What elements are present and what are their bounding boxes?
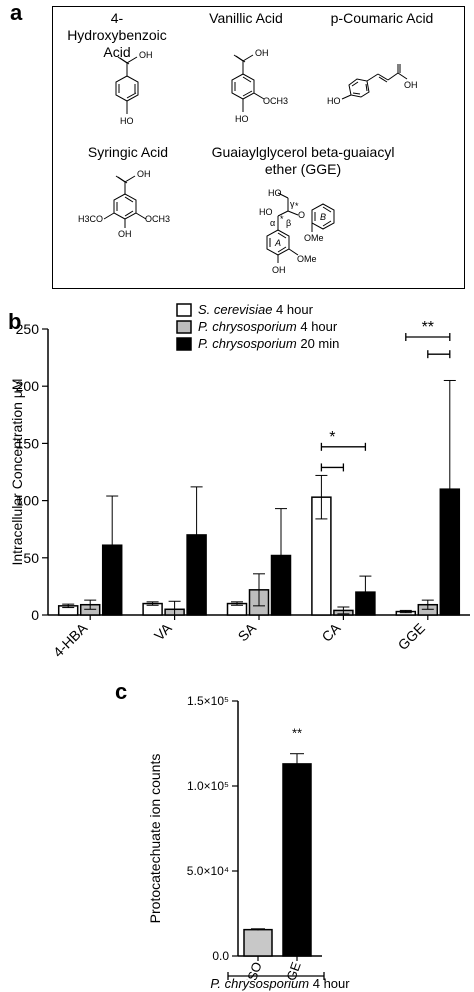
gge-ho-top: HO	[268, 188, 282, 198]
y-tick-label: 200	[16, 378, 40, 394]
ca-oh-right: OH	[404, 80, 418, 90]
ca-structure: OH HO	[327, 64, 418, 106]
legend-species: P. chrysosporium	[198, 336, 297, 351]
sa-oh-bottom: OH	[118, 229, 132, 239]
y-tick-label: 5.0×10⁴	[187, 864, 229, 878]
legend-timepoint: 4 hour	[272, 302, 313, 317]
panel-c-letter: c	[115, 679, 128, 704]
sa-ome-right: OCH3	[145, 214, 170, 224]
va-name: Vanillic Acid	[209, 10, 283, 26]
y-tick-label: 100	[16, 493, 40, 509]
gge-gamma: γ	[290, 199, 295, 209]
y-tick-label: 1.0×10⁵	[187, 779, 229, 793]
legend-label: P. chrysosporium 4 hour	[198, 319, 338, 334]
x-tick-label: VA	[151, 619, 175, 643]
y-tick-label: 1.5×10⁵	[187, 694, 229, 708]
group-label-species: P. chrysosporium	[210, 976, 310, 991]
significance-star: **	[292, 726, 302, 741]
legend-swatch	[176, 320, 192, 334]
legend-timepoint: 20 min	[297, 336, 340, 351]
gge-o-ether: O	[298, 210, 305, 220]
ca-name: p-Coumaric Acid	[330, 10, 434, 26]
gge-star-2: *	[280, 214, 284, 224]
y-tick-label: 50	[23, 550, 39, 566]
sa-name: Syringic Acid	[87, 144, 169, 160]
hba-oh-bottom: HO	[120, 116, 134, 126]
hba-structure: OH HO	[115, 50, 153, 126]
x-tick-label: GGE	[395, 620, 428, 653]
legend-label: P. chrysosporium 20 min	[198, 336, 339, 351]
y-tick-label: 0	[31, 607, 39, 623]
y-tick-label: 0.0	[212, 949, 229, 963]
hba-oh-top: OH	[139, 50, 153, 60]
gge-ring-b: B	[320, 212, 326, 222]
panel-a-letter: a	[10, 0, 23, 25]
hba-name: 4-Hydroxybenzoic Acid	[67, 10, 167, 60]
va-ome: OCH3	[263, 96, 288, 106]
x-tick-label: SA	[235, 619, 260, 644]
y-tick-label: 150	[16, 435, 40, 451]
x-tick-label: CA	[318, 619, 344, 645]
va-oh-top: OH	[255, 48, 269, 58]
va-oh-bottom: HO	[235, 114, 249, 124]
concentration-bar-chart: 0 50 100 150 200 250 Intracellular Concentrati…	[9, 302, 470, 660]
legend-label: S. cerevisiae 4 hour	[198, 302, 314, 317]
protocatechuate-bar-chart: 0.0 5.0×10⁴ 1.0×10⁵ 1.5×10⁵ Protocatechuate …	[147, 694, 325, 980]
bar	[243, 928, 273, 957]
y-tick-label: 250	[16, 321, 40, 337]
chemical-structures: OH HO OH OCH3 HO OH HO OH	[78, 48, 418, 275]
legend-swatch	[176, 337, 192, 351]
gge-beta: β	[286, 218, 291, 228]
gge-ho-left: HO	[259, 207, 273, 217]
group-label-timepoint: 4 hour	[309, 976, 350, 991]
significance-star: **	[422, 319, 434, 336]
gge-oh-bottom: OH	[272, 265, 286, 275]
gge-ome-b: OMe	[304, 233, 324, 243]
significance-star: *	[329, 429, 335, 446]
sa-oh-top: OH	[137, 169, 151, 179]
y-axis-label: Intracellular Concentration μM	[9, 378, 25, 565]
gge-ring-a: A	[274, 238, 281, 248]
legend-timepoint: 4 hour	[297, 319, 338, 334]
legend-swatch	[176, 303, 192, 317]
gge-structure: HO γ * O HO α * β A B OMe OMe OH	[259, 188, 335, 275]
bar	[282, 763, 312, 957]
sa-ome-left: H3CO	[78, 214, 103, 224]
legend-species: P. chrysosporium	[198, 319, 297, 334]
ca-oh-left: HO	[327, 96, 341, 106]
gge-name: Guaiaylglycerol beta-guaiacyl ether (GGE…	[211, 144, 395, 177]
x-tick-label: 4-HBA	[50, 619, 91, 660]
panel-b-letter: b	[8, 309, 22, 334]
va-structure: OH OCH3 HO	[231, 48, 288, 124]
legend-species: S. cerevisiae	[198, 302, 272, 317]
y-axis-label: Protocatechuate ion counts	[147, 754, 163, 924]
gge-alpha: α	[270, 218, 275, 228]
group-label: P. chrysosporium 4 hour	[180, 976, 380, 991]
gge-ome-a: OMe	[297, 254, 317, 264]
sa-structure: OH H3CO OCH3 OH	[78, 169, 170, 239]
structures-panel	[52, 6, 465, 289]
gge-star-1: *	[295, 201, 299, 211]
